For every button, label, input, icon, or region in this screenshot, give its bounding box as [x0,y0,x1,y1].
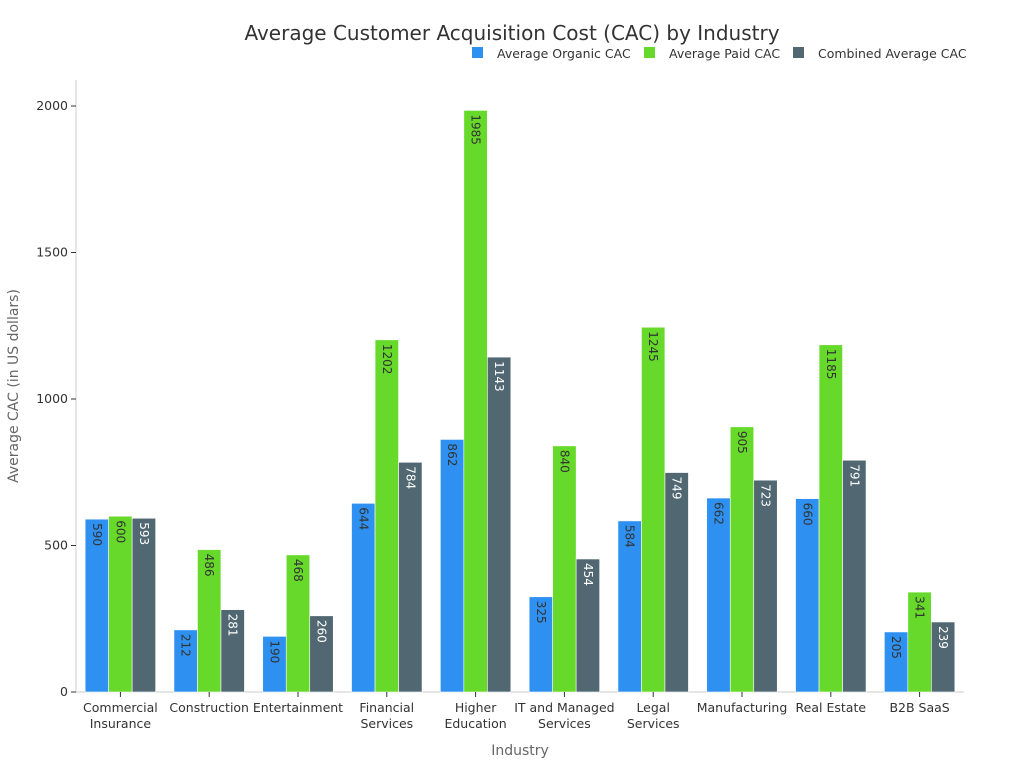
bar [220,609,245,693]
x-tick-label: IT and Managed Services [514,700,614,731]
bar [463,110,488,693]
x-tick-label: Manufacturing [697,700,788,715]
x-tick-label: Financial Services [359,700,414,731]
legend-swatch [472,47,483,58]
bar-value-label: 454 [581,563,595,586]
x-tick-label: Real Estate [796,700,867,715]
bar-value-label: 590 [90,523,104,546]
bar-value-label: 205 [889,636,903,659]
y-axis-ticks: 0 500 1000 1500 2000 [36,98,76,699]
x-axis-title: Industry [491,743,549,759]
bar [440,439,465,693]
bar-value-label: 281 [226,614,240,637]
bar [575,558,600,693]
bar [931,621,956,693]
bar-value-label: 840 [557,450,571,473]
y-tick-label: 1000 [36,391,68,406]
bar-value-label: 190 [268,640,282,663]
bar [842,459,867,693]
bar-value-label: 584 [623,525,637,548]
bar-value-label: 239 [936,626,950,649]
legend-swatch [793,47,804,58]
bar [398,461,423,693]
bar [641,326,666,693]
bar-value-label: 862 [445,443,459,466]
x-tick-label: B2B SaaS [889,700,949,715]
bar-value-label: 468 [291,559,305,582]
bar-value-label: 1985 [469,114,483,145]
bar-value-label: 791 [847,464,861,487]
bar-value-label: 749 [670,477,684,500]
bar [487,356,512,693]
legend-swatch [644,47,655,58]
bar-value-label: 341 [913,596,927,619]
bar-value-label: 1245 [646,331,660,362]
x-axis-ticks: Commercial Insurance Construction Entertain… [83,692,950,731]
x-tick-label: Entertainment [253,700,343,715]
bar [374,339,399,693]
bar-value-label: 905 [735,431,749,454]
bar [818,344,843,693]
legend-label: Average Organic CAC [497,46,631,61]
y-tick-label: 2000 [36,98,68,113]
y-axis-title: Average CAC (in US dollars) [6,289,22,483]
x-tick-label: Legal Services [627,700,680,731]
bar-labels: 590 600 593 212 486 281 190 468 260 644 1202 784 862… [90,114,950,663]
bar [351,503,376,693]
legend: Average Organic CAC Average Paid CAC Combi… [472,46,967,61]
bar [309,615,334,693]
bars [84,110,956,693]
bar [664,472,689,693]
bar-value-label: 325 [534,601,548,624]
bar-value-label: 644 [356,507,370,530]
bar [706,497,731,693]
legend-label: Combined Average CAC [818,46,967,61]
bar-value-label: 486 [202,554,216,577]
y-tick-label: 1500 [36,245,68,260]
y-tick-label: 500 [44,538,68,553]
bar-value-label: 212 [179,634,193,657]
x-tick-label: Commercial Insurance [83,700,158,731]
bar [131,517,156,693]
bar-value-label: 662 [712,502,726,525]
bar [795,498,820,693]
bar-value-label: 260 [315,620,329,643]
y-tick-label: 0 [60,684,68,699]
bar-value-label: 784 [403,466,417,489]
bar [552,445,577,693]
x-tick-label: Construction [169,700,249,715]
x-tick-label: Higher Education [444,700,506,731]
chart-title: Average Customer Acquisition Cost (CAC) … [244,21,779,45]
bar-value-label: 1185 [824,349,838,380]
bar-value-label: 1143 [492,361,506,392]
bar [753,479,778,693]
bar-value-label: 600 [113,520,127,543]
bar-value-label: 660 [800,503,814,526]
bar-value-label: 723 [759,484,773,507]
bar-value-label: 593 [137,522,151,545]
bar [729,426,755,693]
legend-label: Average Paid CAC [669,46,780,61]
bar-value-label: 1202 [380,344,394,375]
